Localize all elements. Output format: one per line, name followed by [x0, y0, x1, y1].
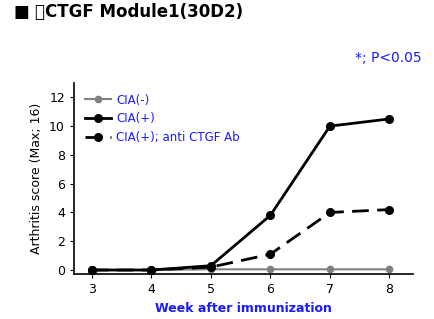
- X-axis label: Week after immunization: Week after immunization: [155, 302, 331, 315]
- Text: 抗CTGF Module1(30D2): 抗CTGF Module1(30D2): [35, 3, 242, 21]
- Text: ■: ■: [13, 3, 29, 21]
- Text: *; P<0.05: *; P<0.05: [355, 51, 421, 65]
- Y-axis label: Arthritis score (Max; 16): Arthritis score (Max; 16): [30, 103, 43, 254]
- Legend: CIA(-), CIA(+), CIA(+); anti CTGF Ab: CIA(-), CIA(+), CIA(+); anti CTGF Ab: [80, 89, 244, 149]
